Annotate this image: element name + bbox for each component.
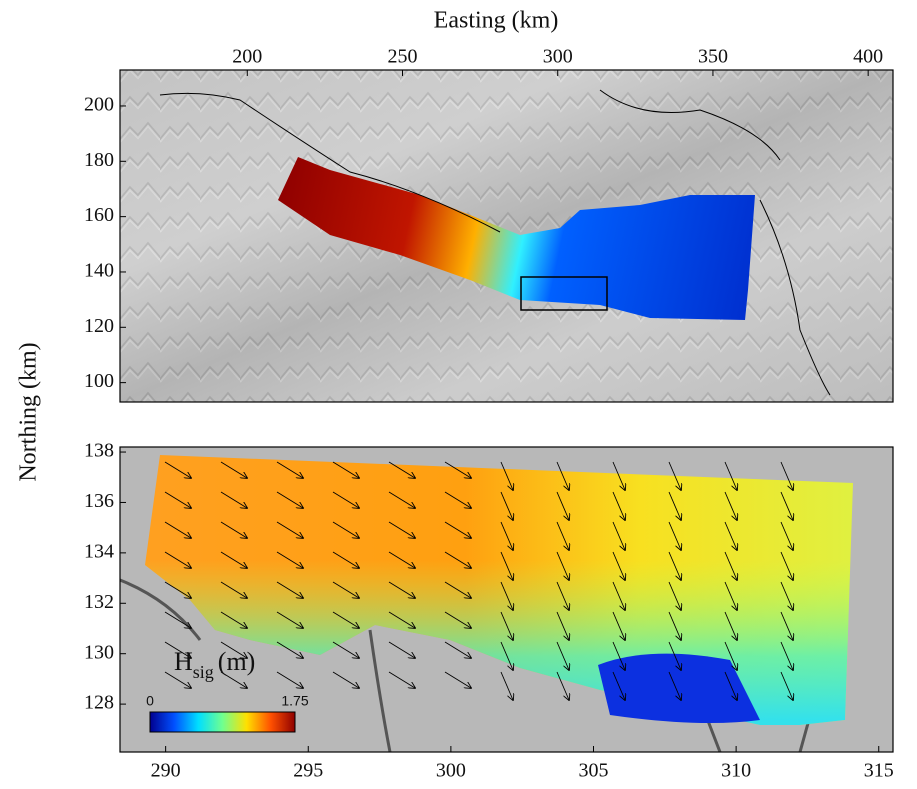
x-tick-label: 400 [853, 46, 883, 68]
y-tick-label: 160 [84, 204, 114, 226]
x-tick-label: 300 [436, 760, 466, 782]
colorbar-label-unit: (m) [218, 647, 256, 676]
colorbar-tick-label: 0 [146, 693, 154, 709]
x-tick-label: 295 [293, 760, 323, 782]
y-tick-label: 140 [84, 260, 114, 282]
x-tick-label: 300 [543, 46, 573, 68]
colorbar [150, 712, 295, 732]
x-axis-label: Easting (km) [434, 8, 559, 34]
y-tick-label: 180 [84, 149, 114, 171]
colorbar-label-main: H [174, 647, 193, 676]
y-axis-label: Northing (km) [16, 342, 42, 481]
x-tick-label: 200 [232, 46, 262, 68]
x-tick-label: 310 [721, 760, 751, 782]
x-tick-label: 350 [698, 46, 728, 68]
top-map [120, 70, 893, 402]
y-tick-label: 200 [84, 94, 114, 116]
x-tick-label: 250 [388, 46, 418, 68]
figure: Easting (km) Northing (km) Hsig(m) 200 25… [0, 0, 917, 784]
x-tick-label: 290 [151, 760, 181, 782]
y-tick-label: 100 [84, 370, 114, 392]
y-tick-label: 138 [84, 440, 114, 462]
y-tick-label: 128 [84, 692, 114, 714]
x-tick-label: 315 [864, 760, 894, 782]
y-tick-label: 132 [84, 591, 114, 613]
y-tick-label: 130 [84, 641, 114, 663]
x-tick-label: 305 [578, 760, 608, 782]
bottom-map [120, 447, 893, 752]
y-tick-label: 120 [84, 315, 114, 337]
colorbar-tick-label: 1.75 [281, 693, 308, 709]
y-tick-label: 136 [84, 490, 114, 512]
colorbar-label-sub: sig [193, 662, 214, 682]
y-tick-label: 134 [84, 540, 114, 562]
